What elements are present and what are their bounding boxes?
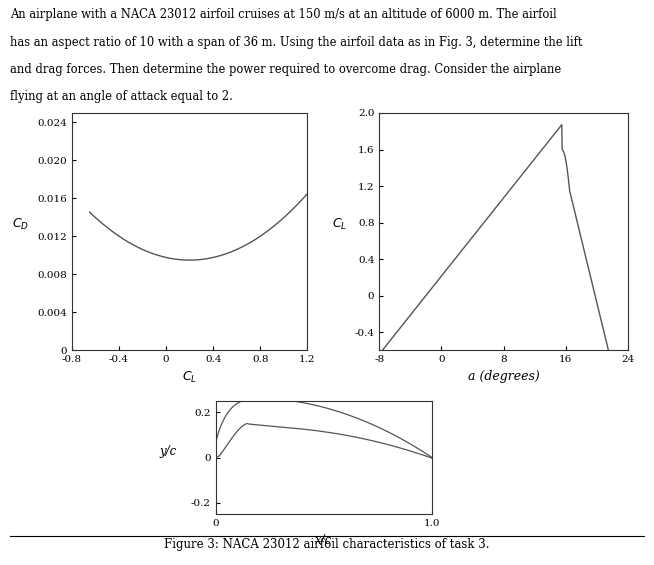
Text: flying at an angle of attack equal to 2.: flying at an angle of attack equal to 2. bbox=[10, 90, 233, 103]
X-axis label: a (degrees): a (degrees) bbox=[468, 370, 540, 383]
Text: Figure 3: NACA 23012 airfoil characteristics of task 3.: Figure 3: NACA 23012 airfoil characteris… bbox=[164, 538, 490, 551]
Y-axis label: $C_L$: $C_L$ bbox=[332, 216, 347, 232]
Text: An airplane with a NACA 23012 airfoil cruises at 150 m/s at an altitude of 6000 : An airplane with a NACA 23012 airfoil cr… bbox=[10, 8, 557, 21]
Text: has an aspect ratio of 10 with a span of 36 m. Using the airfoil data as in Fig.: has an aspect ratio of 10 with a span of… bbox=[10, 36, 582, 49]
Y-axis label: y/c: y/c bbox=[160, 445, 177, 458]
X-axis label: x/c: x/c bbox=[315, 533, 332, 546]
X-axis label: $C_L$: $C_L$ bbox=[182, 370, 198, 385]
Y-axis label: $C_D$: $C_D$ bbox=[12, 216, 29, 232]
Text: and drag forces. Then determine the power required to overcome drag. Consider th: and drag forces. Then determine the powe… bbox=[10, 63, 561, 76]
